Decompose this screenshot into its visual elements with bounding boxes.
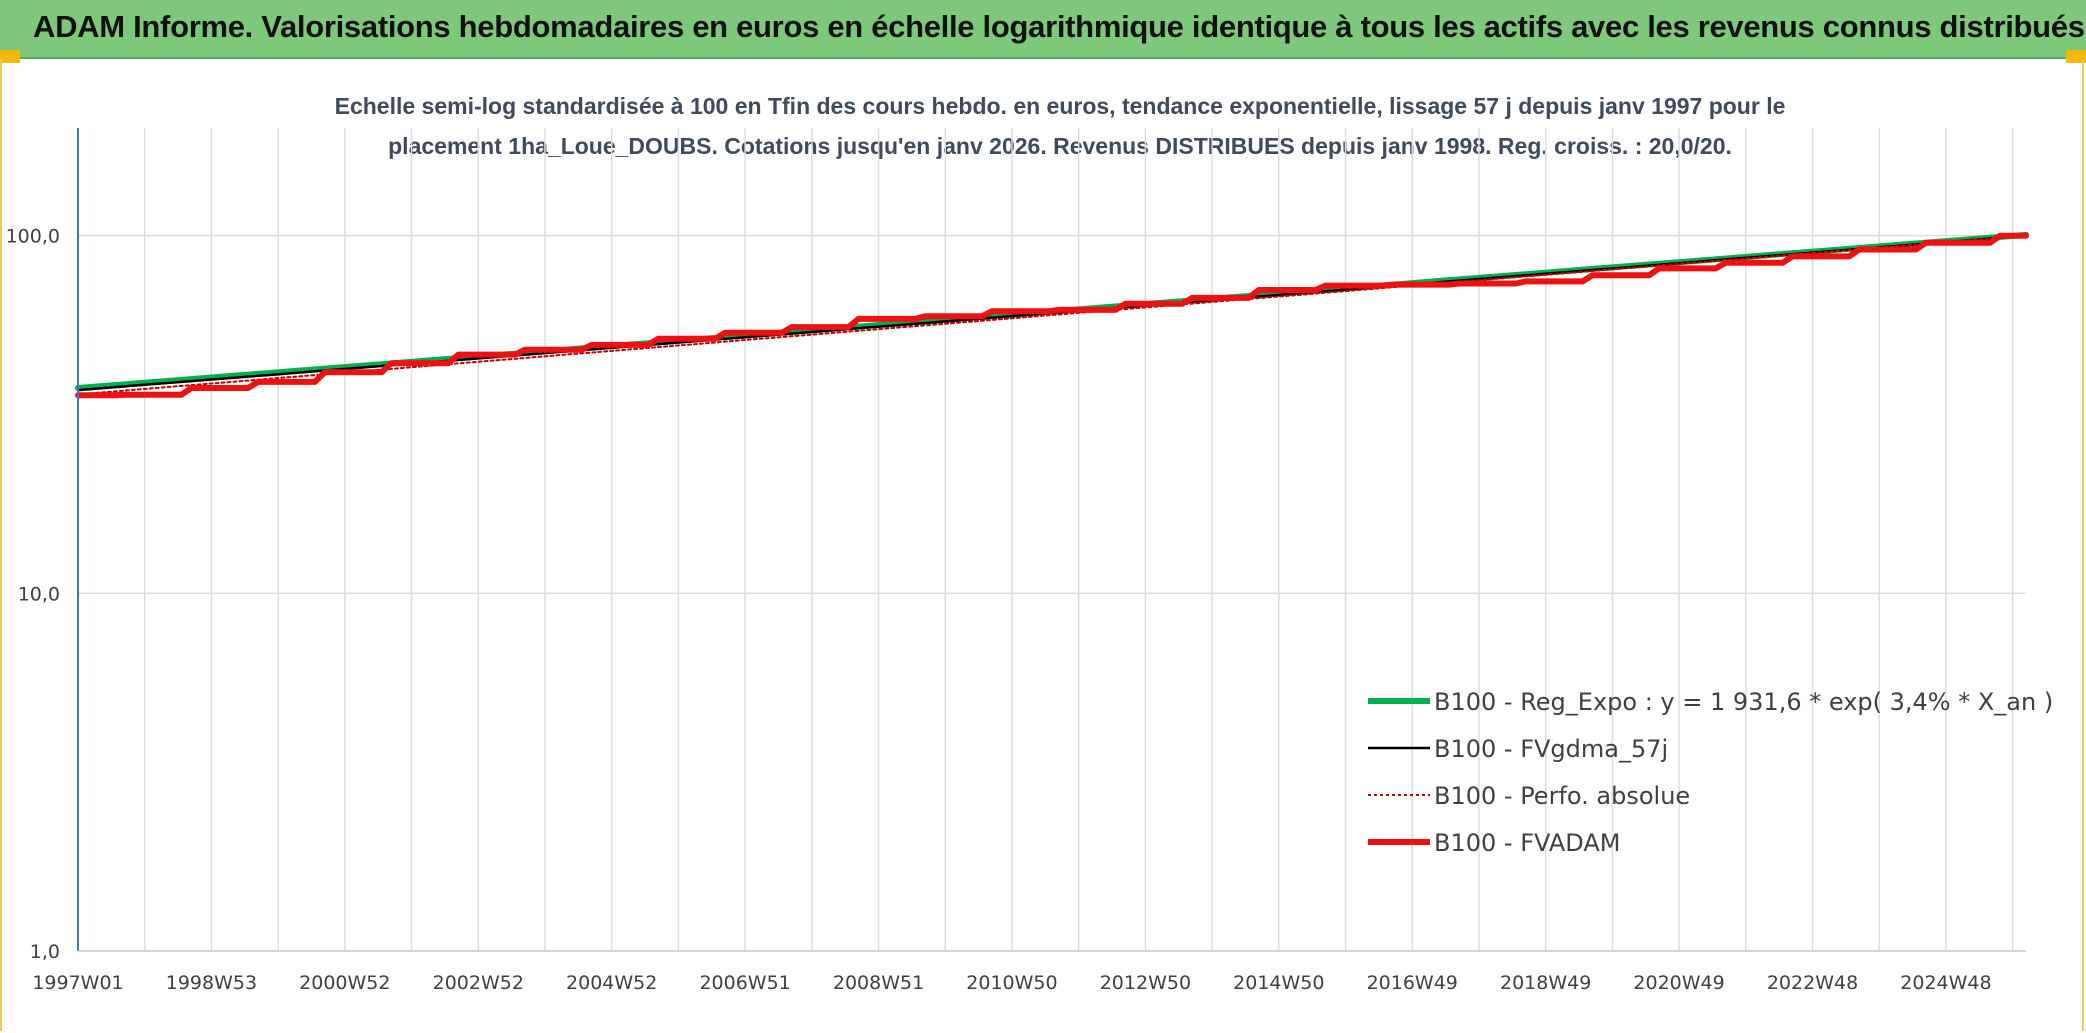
series-line-3 [75,232,2029,399]
chart-frame [0,59,2084,1031]
header-bar: ADAM Informe. Valorisations hebdomadaire… [0,0,2086,59]
y-tick-label: 10,0 [18,583,60,605]
x-axis-ticks: 1997W01 1998W53 2000W52 2002W52 2004W52 2006W… [32,972,1991,994]
x-tick-label: 2022W48 [1767,972,1858,994]
x-tick-label: 2008W51 [833,972,924,994]
x-tick-label: 1997W01 [32,972,123,994]
page-title: ADAM Informe. Valorisations hebdomadaire… [33,9,2085,44]
series-line-2 [77,234,2027,396]
legend-label-0: B100 - Reg_Expo : y = 1 931,6 * exp( 3,4… [1434,688,2053,716]
grid-lines [77,128,2026,952]
legend: B100 - Reg_Expo : y = 1 931,6 * exp( 3,4… [1368,688,2053,857]
legend-label-3: B100 - FVADAM [1434,829,1620,857]
x-tick-label: 2004W52 [566,972,657,994]
chart-title-line1: Echelle semi-log standardisée à 100 en T… [334,93,1786,119]
legend-label-2: B100 - Perfo. absolue [1434,782,1690,810]
legend-label-1: B100 - FVgdma_57j [1434,735,1668,763]
corner-marker-left [0,50,20,63]
y-tick-label: 1,0 [30,941,60,963]
x-tick-label: 2018W49 [1500,972,1591,994]
y-tick-label: 100,0 [6,226,60,248]
x-tick-label: 2000W52 [299,972,390,994]
corner-marker-right [2066,50,2086,63]
x-tick-label: 2002W52 [433,972,524,994]
x-tick-label: 2012W50 [1100,972,1191,994]
x-tick-label: 2020W49 [1633,972,1724,994]
x-tick-label: 1998W53 [166,972,257,994]
axes [77,128,2026,952]
x-tick-label: 2024W48 [1900,972,1991,994]
x-tick-label: 2006W51 [699,972,790,994]
x-tick-label: 2010W50 [966,972,1057,994]
x-tick-label: 2016W49 [1367,972,1458,994]
series-group [75,231,2029,399]
x-tick-label: 2014W50 [1233,972,1324,994]
y-axis-ticks: 1,0 10,0 100,0 [6,226,60,963]
